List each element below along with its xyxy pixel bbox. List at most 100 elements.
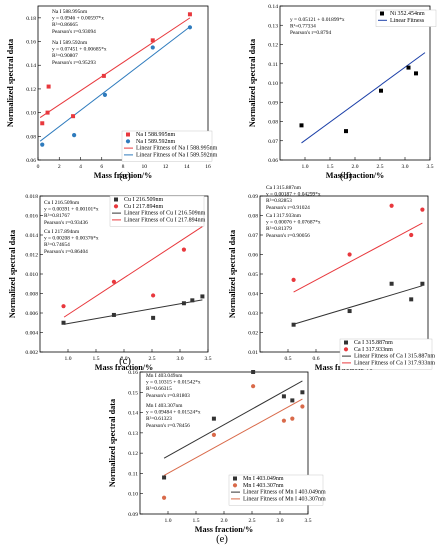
y-tick-label: 0.11 — [268, 62, 278, 68]
legend-entry: Linear Fitness of Mn I 403.049nm — [243, 489, 326, 496]
data-point-na-i-589-592nm — [102, 92, 108, 97]
fit-annotation-line: y = 0.0946 + 0.00597*x — [52, 16, 104, 22]
data-point-ca-i-315-887nm — [420, 281, 425, 286]
y-tick-label: 0.10 — [268, 81, 278, 87]
fit-line-linear-fitness-of-mn-i-403-049nm — [163, 380, 303, 459]
legend-entry: Linear Fitness of Mn I 403.307nm — [243, 495, 326, 502]
legend-marker-mn-i-403-307nm — [232, 483, 238, 488]
x-axis-label: Mass fraction/% — [195, 525, 253, 534]
fit-annotation-line: Pearson's r=0.81803 — [146, 393, 190, 399]
y-tick-label: 0.04 — [248, 292, 258, 298]
legend-entry: Linear Fitness of Na I 588.995nm — [136, 145, 218, 152]
data-point-cu-i-217-894nm — [111, 279, 117, 284]
legend-entry: Mn I 403.307nm — [243, 483, 284, 489]
data-point-mn-i-403-049nm — [162, 475, 167, 480]
data-point-ni-352-454nm — [379, 88, 383, 93]
panel-label: (b) — [340, 171, 353, 182]
fit-annotation-line: R²=0.61323 — [146, 416, 172, 422]
data-point-na-i-588-995nm — [40, 121, 45, 126]
fit-annotation-line: y = 0.05121 + 0.01899*x — [290, 17, 345, 23]
fit-annotation-line: Pearson's r=0.78456 — [146, 423, 190, 429]
legend-entry: Ni 352.454nm — [390, 11, 425, 17]
panel-label: (c) — [119, 356, 131, 367]
data-point-mn-i-403-307nm — [290, 416, 295, 421]
y-axis-label: Normalized spectral data — [228, 230, 237, 318]
y-tick-label: 0.12 — [128, 451, 138, 457]
data-point-ca-i-315-887nm — [409, 297, 414, 302]
legend-marker-mn-i-403-049nm — [233, 476, 237, 481]
fit-annotation-line: R²=0.82853 — [266, 198, 292, 204]
data-point-na-i-589-592nm — [150, 45, 155, 50]
legend-entry: Na I 589.592nm — [136, 139, 175, 145]
fit-annotation-line: R²=0.81767 — [44, 213, 70, 219]
y-tick-label: 0.004 — [25, 331, 38, 337]
legend-entry: Linear Fitness of Na I 589.592nm — [136, 151, 218, 158]
y-tick-label: 0.16 — [26, 40, 36, 46]
x-tick-label: 1.0 — [65, 356, 72, 362]
data-point-ca-i-317-933nm — [389, 203, 394, 208]
fit-line-linear-fitness-of-na-i-589-592nm — [39, 26, 191, 142]
data-point-ca-i-317-933nm — [409, 232, 414, 238]
legend-entry: Linear Fitness — [390, 18, 425, 24]
fit-line-linear-fitness-of-na-i-588-995nm — [39, 17, 191, 119]
fit-annotation-line: y = 0.07451 + 0.00685*x — [52, 47, 107, 53]
data-point-mn-i-403-307nm — [161, 495, 167, 500]
fit-annotation-line: y = 0.00187 + 0.04299*x — [266, 192, 321, 198]
x-tick-label: 1.5 — [327, 164, 334, 170]
x-tick-label: 3.0 — [177, 356, 184, 362]
data-point-ca-i-315-887nm — [389, 281, 394, 286]
y-tick-label: 0.01 — [248, 350, 258, 356]
y-tick-label: 0.05 — [248, 272, 258, 278]
x-tick-label: 0.6 — [313, 356, 320, 362]
data-point-na-i-589-592nm — [40, 142, 45, 147]
x-tick-label: 1.0 — [165, 518, 172, 524]
data-point-na-i-588-995nm — [150, 38, 155, 43]
y-tick-label: 0.08 — [248, 214, 258, 220]
y-tick-label: 0.06 — [248, 253, 258, 259]
data-point-na-i-588-995nm — [101, 73, 106, 78]
y-tick-label: 0.012 — [25, 253, 38, 259]
fit-annotation-line: Ca I 315.887nm — [266, 185, 302, 191]
fit-line-linear-fitness-of-cu-i-217-894nm — [63, 226, 203, 318]
legend-entry: Ca I 315.887nm — [354, 340, 393, 346]
x-tick-label: 1.0 — [302, 164, 309, 170]
data-point-cu-i-216-509nm — [190, 298, 195, 303]
fit-annotation-line: Pearson's r=0.90056 — [266, 233, 310, 239]
fit-annotation-line: Na I 589.592nm — [52, 40, 88, 46]
y-tick-label: 0.014 — [25, 233, 38, 239]
data-point-mn-i-403-307nm — [300, 404, 305, 409]
y-tick-label: 0.13 — [268, 23, 278, 29]
fit-annotation-line: R²=0.81379 — [266, 226, 292, 232]
x-tick-label: 10 — [141, 164, 147, 170]
x-tick-label: 8 — [122, 164, 125, 170]
x-tick-label: 2.0 — [221, 518, 228, 524]
data-point-ca-i-317-933nm — [291, 277, 296, 282]
legend-entry: Linear Fitness of Cu I 217.894nm — [124, 216, 206, 223]
x-tick-label: 2.0 — [121, 356, 128, 362]
x-tick-label: 2 — [58, 164, 61, 170]
data-point-na-i-588-995nm — [187, 12, 192, 17]
x-tick-label: 3.0 — [277, 518, 284, 524]
legend-marker-na-i-589-592nm — [125, 139, 131, 144]
data-point-cu-i-217-894nm — [151, 293, 156, 298]
legend-entry: Na I 588.995nm — [136, 132, 175, 138]
y-tick-label: 0.12 — [268, 43, 278, 49]
fit-annotation-line: Cu I 217.894nm — [44, 229, 80, 235]
x-tick-label: 3.5 — [427, 164, 434, 170]
y-axis-label: Normalized spectral data — [8, 230, 17, 318]
x-tick-label: 2.5 — [377, 164, 384, 170]
fit-annotation-line: Mn I 403.049nm — [146, 373, 183, 379]
fit-annotation-line: Ca I 317.933nm — [266, 213, 302, 219]
fit-annotation-line: Pearson's r=0.86404 — [44, 249, 88, 255]
data-point-mn-i-403-049nm — [251, 370, 256, 374]
fit-annotation-line: R²=0.77334 — [290, 24, 316, 30]
y-tick-label: 0.18 — [26, 16, 36, 22]
fit-annotation-line: Pearson's r=0.8794 — [290, 30, 331, 36]
fit-line-linear-fitness-of-ca-i-315-887nm — [293, 285, 423, 325]
y-axis-label: Normalized spectral data — [6, 39, 15, 127]
x-tick-label: 6 — [100, 164, 103, 170]
